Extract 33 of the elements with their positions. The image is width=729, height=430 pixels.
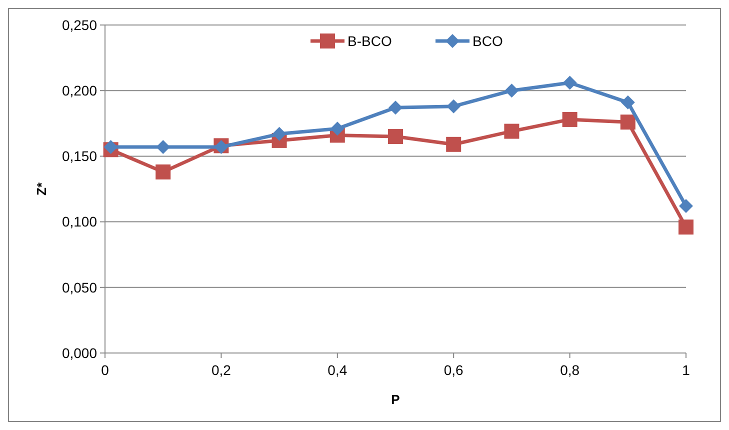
point bbox=[388, 100, 402, 115]
point bbox=[388, 129, 403, 144]
point bbox=[272, 126, 286, 141]
point bbox=[504, 124, 520, 139]
y-tick-label: 0,250 bbox=[62, 16, 98, 33]
point bbox=[104, 140, 118, 154]
legend-label: BCO bbox=[472, 32, 503, 49]
x-axis-title: P bbox=[391, 392, 400, 407]
point bbox=[504, 84, 519, 98]
y-tick-label: 0,050 bbox=[62, 279, 98, 296]
point bbox=[156, 164, 171, 180]
point bbox=[562, 76, 577, 90]
point bbox=[330, 122, 344, 136]
x-tick-label: 1 bbox=[682, 362, 690, 378]
y-tick-label: 0,200 bbox=[62, 82, 98, 98]
y-tick-label: 0,100 bbox=[62, 214, 98, 230]
point bbox=[678, 220, 694, 235]
point bbox=[562, 112, 578, 127]
x-tick-label: 0 bbox=[101, 362, 110, 378]
x-tick-label: 0,2 bbox=[211, 362, 232, 378]
point bbox=[156, 140, 170, 154]
point bbox=[679, 199, 693, 214]
point bbox=[446, 99, 461, 114]
legend-label: B-BCO bbox=[348, 32, 392, 49]
x-tick-label: 0,8 bbox=[560, 362, 580, 378]
y-tick-label: 0,150 bbox=[62, 148, 98, 164]
point bbox=[620, 114, 636, 130]
y-axis-title: Z* bbox=[34, 182, 49, 196]
x-tick-label: 0,4 bbox=[328, 362, 348, 378]
x-tick-label: 0,6 bbox=[444, 362, 464, 378]
point bbox=[620, 95, 635, 110]
y-tick-label: 0,000 bbox=[62, 344, 98, 361]
point bbox=[446, 136, 462, 152]
